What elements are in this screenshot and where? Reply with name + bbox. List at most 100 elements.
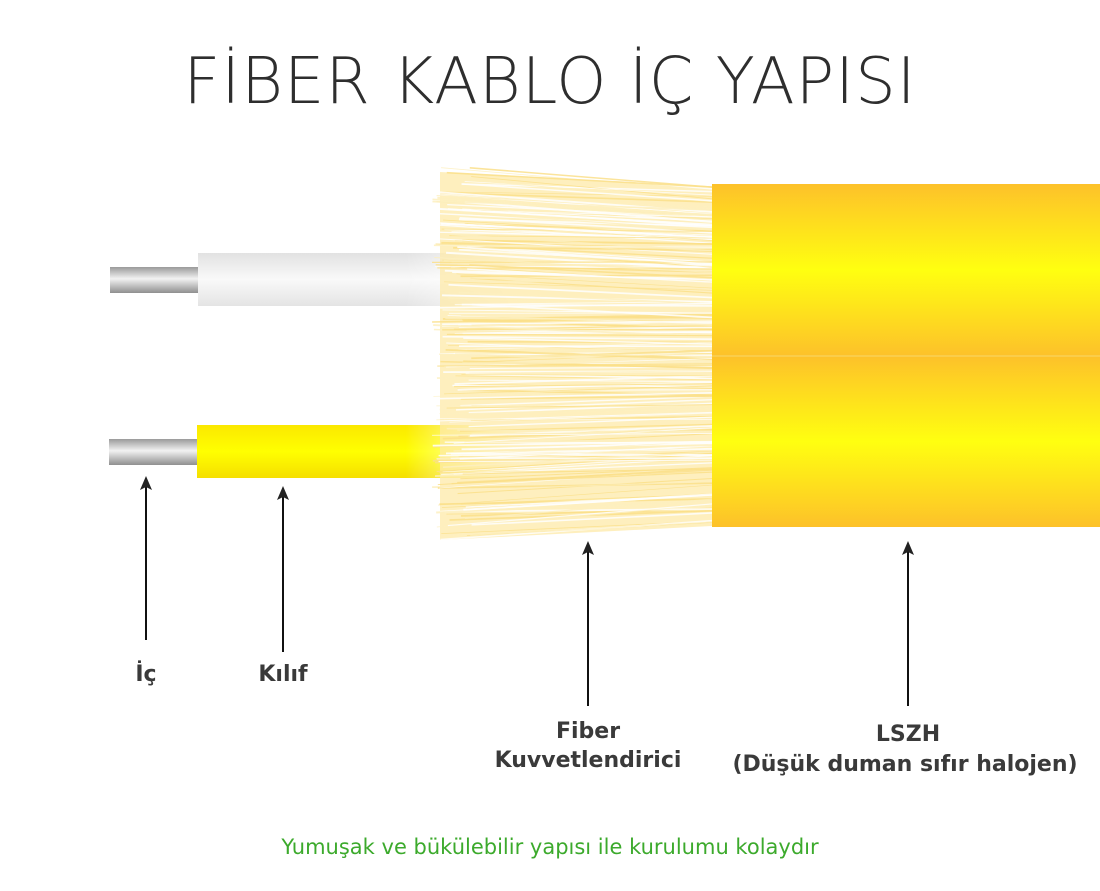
fiber-strand — [461, 406, 713, 416]
diagram-title: FİBER KABLO İÇ YAPISI — [183, 45, 916, 119]
fiber-strand — [455, 375, 713, 380]
fiber-strand — [432, 440, 713, 447]
fiber-strand — [433, 324, 713, 338]
fiber-strand — [457, 246, 713, 266]
fiber-strand — [464, 201, 713, 223]
fiber-strand — [468, 416, 713, 428]
fiber-strand — [436, 410, 713, 421]
fiber-strand — [442, 320, 713, 326]
fiber-strand — [436, 447, 713, 459]
fiber-strand — [449, 412, 713, 423]
fiber-strand — [467, 268, 713, 283]
fiber-strand — [471, 349, 713, 360]
fiber-strand — [446, 333, 713, 337]
fiber-strand — [434, 256, 713, 273]
fiber-strand — [447, 521, 713, 536]
fiber-strand — [470, 522, 713, 536]
bottom-core — [109, 439, 199, 465]
fiber-strand — [461, 209, 713, 218]
fiber-strand — [438, 459, 713, 463]
fiber-strand — [461, 314, 713, 326]
fiber-arrow-icon — [582, 541, 594, 706]
fiber-strand — [441, 294, 713, 303]
fiber-strand — [436, 453, 713, 473]
fiber-strand — [434, 265, 713, 268]
fiber-strand — [456, 273, 713, 289]
fiber-strand — [447, 503, 713, 527]
fiber-strand — [446, 342, 713, 353]
fiber-strand — [453, 325, 713, 330]
fiber-strand — [433, 391, 713, 397]
label-core: İç — [135, 661, 156, 687]
fiber-strand — [440, 191, 713, 203]
label-lszh-line1: LSZH — [876, 722, 940, 747]
fiber-strand — [464, 438, 713, 443]
fiber-strand — [444, 385, 713, 395]
fiber-strand — [445, 317, 713, 321]
fiber-strand — [453, 427, 713, 444]
fiber-strand — [466, 418, 713, 422]
lszh-jacket-bottom — [712, 356, 1100, 527]
top-core — [110, 267, 200, 293]
fiber-strand — [453, 246, 713, 251]
fiber-strand — [437, 267, 713, 270]
fiber-strand — [460, 385, 713, 395]
fiber-strand — [436, 392, 713, 400]
fiber-strand — [458, 341, 713, 351]
fiber-strand — [468, 379, 713, 383]
fiber-strand — [457, 429, 713, 432]
fiber-strand — [458, 291, 713, 305]
fiber-strand — [467, 340, 713, 344]
footnote: Yumuşak ve bükülebilir yapısı ile kurulu… — [280, 835, 819, 859]
fiber-strand — [471, 431, 713, 436]
fiber-strand — [446, 404, 713, 409]
fiber-strand — [433, 244, 713, 250]
fiber-strand — [460, 395, 713, 400]
fiber-strand — [442, 335, 713, 341]
fiber-strand — [432, 433, 713, 436]
fiber-strand — [462, 361, 713, 365]
sheath-arrow-icon — [277, 486, 289, 652]
fiber-strand — [469, 167, 713, 188]
label-strength-line1: Fiber — [556, 719, 620, 744]
fiber-strand — [459, 216, 713, 234]
fiber-strand — [451, 471, 713, 485]
fiber-strand — [452, 271, 713, 281]
fiber-strand — [449, 235, 713, 239]
lszh-jacket-top — [712, 184, 1100, 356]
fiber-strand — [458, 481, 713, 491]
label-strength-line2: Kuvvetlendirici — [495, 748, 682, 773]
fiber-strand — [463, 493, 713, 511]
fiber-strand — [438, 484, 713, 506]
fiber-strand — [445, 447, 713, 455]
fiber-strand — [453, 383, 713, 388]
fiber-strand — [437, 482, 713, 489]
fiber-strand — [462, 468, 713, 475]
fiber-strand — [453, 444, 713, 452]
fiber-strand — [471, 512, 713, 526]
fiber-strand — [454, 347, 713, 356]
fiber-strand — [470, 353, 713, 357]
fiber-strand — [462, 239, 713, 246]
fiber-strand — [436, 499, 713, 514]
fiber-strand — [460, 395, 713, 407]
fiber-strand — [456, 364, 713, 367]
fiber-strand — [442, 309, 713, 314]
fiber-strand — [456, 398, 713, 411]
fiber-strand — [440, 211, 713, 231]
label-lszh-line2: (Düşük duman sıfır halojen) — [732, 752, 1077, 777]
aramid-fibers — [432, 164, 713, 541]
fiber-strand — [457, 468, 713, 484]
fiber-strand — [460, 209, 713, 225]
fiber-strand — [446, 171, 713, 188]
fiber-strand — [434, 302, 713, 309]
fiber-strand — [463, 337, 713, 345]
fiber-strand — [441, 222, 713, 238]
lszh-arrow-icon — [902, 541, 914, 706]
core-arrow-icon — [140, 476, 152, 640]
fiber-strand — [454, 200, 713, 211]
fiber-strand — [442, 451, 713, 468]
fiber-strand — [441, 191, 713, 197]
